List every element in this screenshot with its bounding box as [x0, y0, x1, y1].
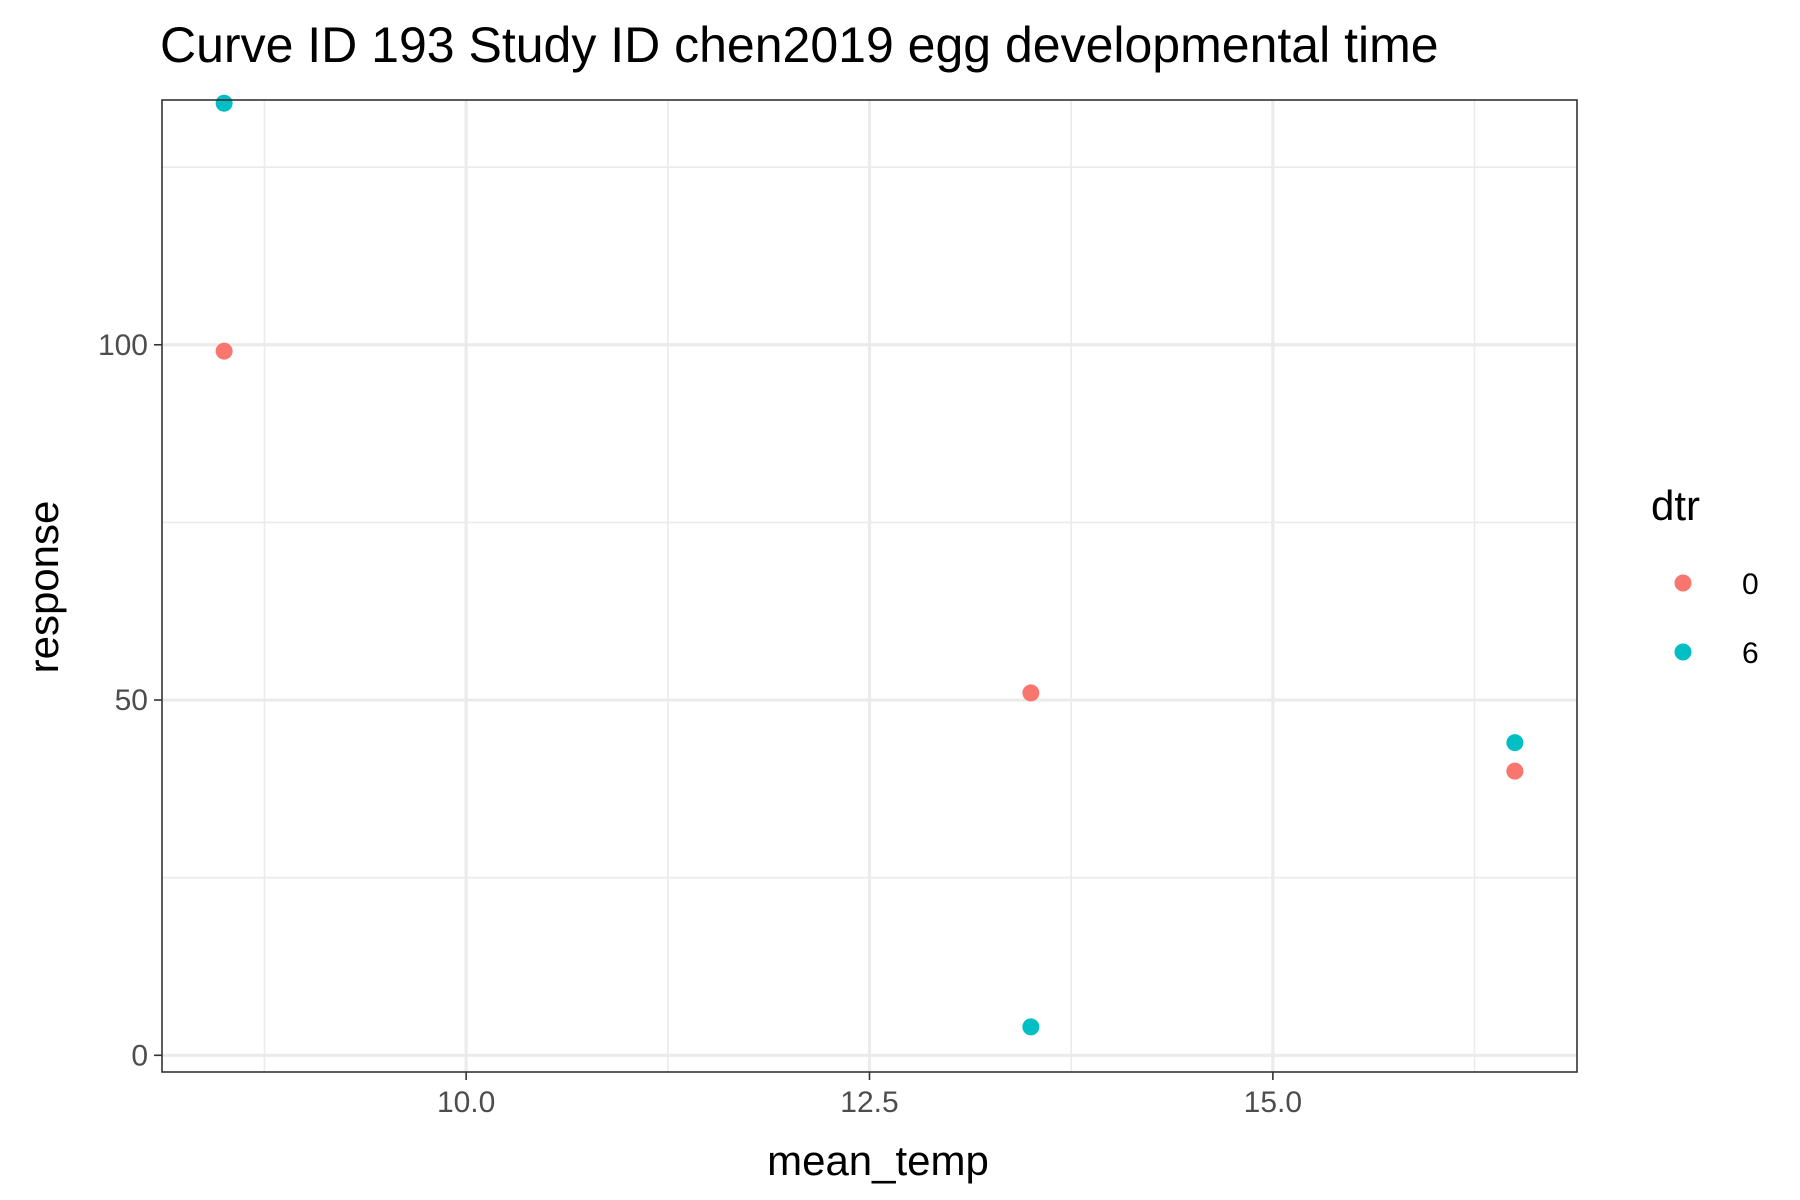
y-tick-label: 100	[98, 329, 148, 362]
chart-title: Curve ID 193 Study ID chen2019 egg devel…	[160, 17, 1439, 73]
x-axis-title: mean_temp	[767, 1137, 989, 1184]
legend-label-dtr-0: 0	[1742, 568, 1759, 601]
legend-title: dtr	[1651, 482, 1700, 529]
data-point-dtr-0	[215, 342, 233, 360]
plot-area: 10.0 12.5 15.0 0 50 100	[98, 94, 1578, 1119]
legend: dtr 0 6	[1651, 482, 1759, 670]
legend-key-dtr-0	[1674, 574, 1692, 592]
legend-label-dtr-6: 6	[1742, 637, 1759, 670]
data-point-dtr-6	[1022, 1018, 1040, 1036]
legend-key-dtr-6	[1674, 643, 1692, 661]
data-point-dtr-6	[215, 94, 233, 112]
data-point-dtr-0	[1022, 684, 1040, 702]
x-tick-label: 12.5	[840, 1086, 898, 1119]
y-tick-label: 0	[131, 1039, 148, 1072]
data-point-dtr-0	[1506, 762, 1524, 780]
x-tick-label: 15.0	[1244, 1086, 1302, 1119]
y-axis-title: response	[20, 501, 67, 674]
y-tick-label: 50	[115, 684, 148, 717]
data-point-dtr-6	[1506, 734, 1524, 752]
x-tick-label: 10.0	[437, 1086, 495, 1119]
